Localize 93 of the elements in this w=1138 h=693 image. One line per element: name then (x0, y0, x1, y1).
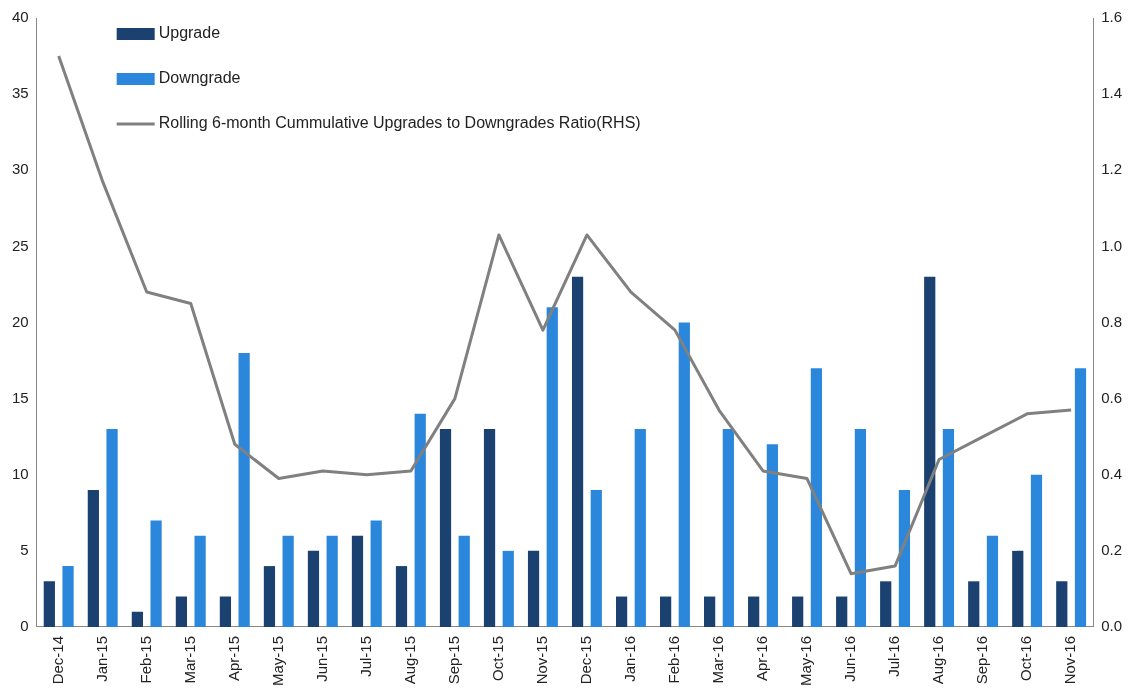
bar (924, 276, 936, 627)
y-tick-label: 15 (12, 388, 29, 406)
bar (282, 535, 294, 627)
y2-tick-label: 1.2 (1101, 160, 1123, 178)
bar (370, 520, 382, 627)
bar (792, 596, 804, 627)
x-tick-label: May-15 (268, 635, 286, 687)
x-tick-label: Mar-15 (180, 635, 198, 684)
bar (615, 596, 628, 627)
y-tick-label: 30 (12, 160, 29, 178)
x-tick-label: Mar-16 (709, 635, 727, 684)
bar (836, 596, 848, 627)
bar (1074, 368, 1087, 627)
legend-label: Upgrade (158, 24, 221, 42)
y2-tick-label: 0.8 (1101, 312, 1123, 330)
x-tick-label: Aug-16 (929, 635, 947, 685)
bar (326, 535, 338, 627)
x-tick-label: Oct-16 (1017, 635, 1035, 681)
x-tick-label: Oct-15 (489, 635, 507, 681)
y2-tick-label: 0.0 (1101, 617, 1123, 635)
x-tick-label: Dec-15 (577, 635, 595, 685)
y-tick-label: 20 (12, 312, 29, 330)
y2-tick-label: 0.6 (1101, 388, 1123, 406)
y2-tick-label: 0.2 (1101, 541, 1123, 558)
bar (660, 596, 672, 627)
bar (968, 581, 980, 627)
bar (880, 581, 892, 627)
bar (414, 413, 426, 627)
x-tick-label: Nov-16 (1061, 635, 1079, 685)
bar (502, 550, 514, 627)
y2-tick-label: 1.0 (1101, 236, 1123, 254)
bar (527, 550, 540, 627)
bar (1012, 550, 1024, 627)
x-tick-label: Jan-16 (621, 635, 639, 682)
bar (150, 520, 162, 627)
bar (62, 566, 74, 627)
bar (704, 596, 716, 627)
bar (351, 535, 364, 627)
bar (238, 352, 250, 627)
bar (131, 611, 143, 627)
bar (395, 566, 408, 627)
bar (483, 429, 496, 627)
y2-tick-label: 0.4 (1101, 464, 1123, 482)
y-tick-label: 0 (20, 617, 29, 635)
bar (942, 429, 955, 627)
bar (458, 535, 470, 627)
bar (43, 581, 55, 627)
x-tick-label: Apr-16 (753, 635, 771, 682)
bar (546, 307, 558, 627)
bar (194, 535, 206, 627)
x-tick-label: Nov-15 (533, 635, 551, 685)
y-tick-label: 35 (12, 84, 29, 102)
x-tick-label: Feb-15 (136, 635, 154, 684)
x-tick-label: Sep-15 (445, 635, 463, 685)
bar (722, 429, 734, 627)
bar (986, 535, 999, 627)
x-tick-label: May-16 (797, 635, 815, 687)
x-tick-label: Jul-16 (885, 635, 903, 677)
bar (854, 429, 867, 627)
bar (810, 368, 822, 627)
x-tick-label: Aug-15 (400, 635, 418, 685)
bar (748, 596, 760, 627)
bar (571, 276, 584, 627)
bar (1030, 474, 1043, 627)
bar (219, 596, 232, 627)
legend-label: Rolling 6-month Cummulative Upgrades to Downgrades Ratio(RHS) (158, 114, 641, 132)
legend-label: Downgrade (158, 69, 241, 87)
x-tick-label: Jan-15 (92, 635, 110, 682)
y-tick-label: 25 (12, 236, 29, 254)
bar (307, 550, 320, 627)
x-tick-label: Jun-15 (312, 635, 330, 682)
bar (439, 429, 452, 627)
bar (678, 322, 690, 627)
y-tick-label: 40 (12, 8, 29, 26)
bar (766, 444, 778, 627)
x-tick-label: Sep-16 (973, 635, 991, 685)
y-tick-label: 5 (20, 541, 29, 558)
bar (263, 566, 276, 627)
bar (87, 489, 99, 627)
y2-tick-label: 1.6 (1101, 8, 1123, 26)
bar (634, 429, 646, 627)
x-tick-label: Dec-14 (48, 635, 66, 685)
bar (175, 596, 188, 627)
x-tick-label: Jul-15 (356, 635, 374, 677)
bar (590, 489, 602, 627)
bar (106, 429, 118, 627)
x-tick-label: Feb-16 (665, 635, 683, 684)
bar (898, 489, 911, 627)
bar (1056, 581, 1068, 627)
y2-tick-label: 1.4 (1101, 84, 1123, 102)
y-tick-label: 10 (12, 464, 29, 482)
x-tick-label: Apr-15 (224, 635, 242, 682)
x-tick-label: Jun-16 (841, 635, 859, 682)
